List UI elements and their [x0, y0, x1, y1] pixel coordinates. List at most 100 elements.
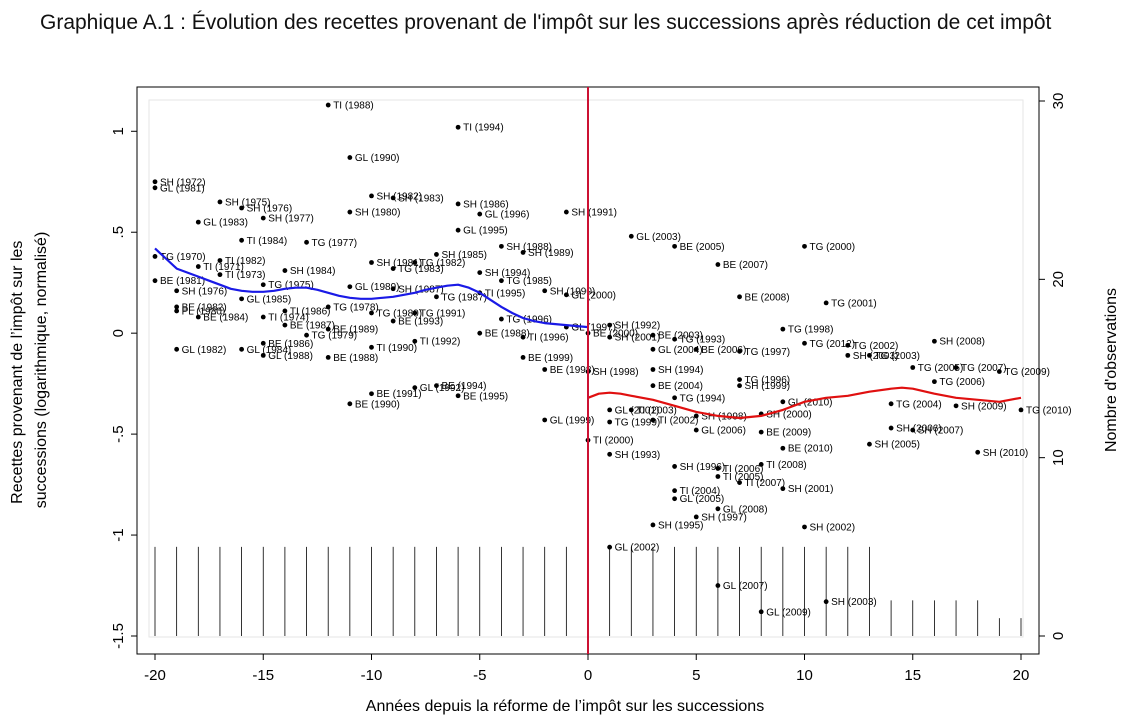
data-point-label: BE (2008) — [745, 292, 790, 303]
y-tick-label: -1.5 — [110, 623, 127, 649]
data-point — [758, 609, 764, 615]
data-point — [325, 354, 331, 360]
data-point-label: GL (1984) — [247, 345, 292, 356]
data-point-label: TI (2000) — [593, 436, 634, 447]
data-point-label: GL (2010) — [788, 397, 833, 408]
data-point-label: BE (1988) — [333, 353, 378, 364]
data-point — [672, 464, 677, 469]
data-point-label: TG (1991) — [420, 308, 466, 319]
data-point-label: SH (1996) — [680, 462, 726, 473]
data-point — [737, 377, 742, 383]
data-point — [563, 209, 569, 215]
data-point-label: TI (2003) — [636, 405, 677, 416]
data-point — [195, 314, 201, 320]
data-point-label: SH (2010) — [983, 448, 1029, 459]
data-point — [607, 419, 613, 425]
data-point-label: GL (2004) — [658, 345, 703, 356]
data-point — [975, 449, 981, 455]
y2-tick-label: 20 — [1050, 271, 1067, 288]
data-point — [174, 346, 180, 352]
data-point — [607, 407, 613, 413]
data-point — [953, 365, 959, 370]
data-point — [802, 243, 807, 249]
data-point-label: TG (1997) — [745, 347, 791, 358]
data-point — [542, 417, 548, 423]
data-point-label: SH (1983) — [398, 193, 444, 204]
x-axis-title: Années depuis la réforme de l’impôt sur … — [366, 698, 764, 715]
data-point-label: SH (1985) — [441, 250, 487, 261]
data-point — [607, 322, 613, 328]
data-point-label: TG (2009) — [1004, 367, 1050, 378]
data-point — [888, 425, 894, 431]
x-tick-label: 0 — [584, 667, 592, 684]
data-point — [390, 266, 396, 271]
data-point — [282, 322, 288, 328]
data-points: TI (1988)TI (1994)GL (1990)SH (1972)GL (… — [152, 101, 1072, 618]
x-tick-label: 15 — [904, 667, 921, 684]
data-point-label: TG (2004) — [896, 399, 942, 410]
data-point-label: TI (1990) — [377, 343, 418, 354]
data-point — [672, 336, 677, 342]
data-point-label: SH (1991) — [571, 208, 617, 219]
data-point-label: BE (1999) — [528, 353, 573, 364]
data-point — [455, 124, 461, 130]
data-point — [693, 413, 699, 419]
data-point — [715, 583, 721, 588]
data-point — [260, 340, 266, 346]
data-point — [780, 326, 786, 332]
data-point — [477, 211, 483, 217]
data-point-label: GL (2000) — [571, 290, 616, 301]
data-point — [650, 383, 656, 389]
data-point — [542, 288, 548, 294]
data-point — [628, 407, 634, 413]
y-tick-label: .5 — [110, 226, 127, 239]
data-point-label: SH (1976) — [247, 204, 293, 215]
data-point-label: TG (1975) — [268, 280, 314, 291]
data-point — [369, 391, 374, 397]
data-point — [304, 239, 309, 245]
data-point-label: SH (1994) — [658, 365, 704, 376]
data-point — [434, 294, 439, 300]
data-point — [737, 294, 742, 300]
data-point — [412, 385, 418, 391]
data-point — [195, 219, 201, 225]
data-point — [932, 379, 937, 385]
data-point-label: TG (1994) — [680, 393, 726, 404]
data-point-label: SH (2003) — [853, 351, 899, 362]
data-point — [650, 417, 656, 423]
data-point — [455, 201, 461, 207]
x-tick-label: 10 — [796, 667, 813, 684]
data-point-label: SH (1999) — [745, 381, 791, 392]
x-tick-label: 5 — [692, 667, 700, 684]
data-point-label: TG (2012) — [810, 339, 856, 350]
data-point-label: TI (1973) — [225, 270, 266, 281]
data-point-label: TG (2002) — [853, 341, 899, 352]
data-point-label: GL (1992) — [420, 383, 465, 394]
data-point-label: BE (1986) — [268, 339, 313, 350]
data-point-label: TG (2010) — [1026, 405, 1072, 416]
data-point — [737, 480, 742, 485]
data-point-label: TG (1983) — [398, 264, 444, 275]
data-point-label: GL (2006) — [701, 426, 746, 437]
data-point — [477, 270, 483, 276]
data-point-label: GL (2009) — [766, 607, 811, 618]
data-point-label: SH (2001) — [615, 333, 661, 344]
data-point — [693, 514, 699, 520]
data-point-label: SH (1987) — [398, 284, 444, 295]
data-point-label: TG (1980) — [377, 308, 423, 319]
data-point-label: TI (2008) — [766, 460, 807, 471]
data-point-label: TI (1986) — [290, 306, 331, 317]
data-point — [802, 340, 807, 346]
data-point-label: TI (1988) — [333, 101, 374, 112]
data-point-label: SH (2006) — [896, 424, 942, 435]
data-point — [152, 185, 158, 191]
data-point — [434, 383, 439, 389]
data-point — [260, 215, 266, 221]
data-point-label: SH (2008) — [939, 337, 985, 348]
data-point-label: BE (2004) — [658, 381, 703, 392]
data-point-label: GL (1983) — [203, 218, 248, 229]
y-axis-title: Recettes provenant de l’impôt sur les su… — [9, 232, 50, 509]
data-point-label: SH (1976) — [182, 286, 228, 297]
data-point — [152, 254, 158, 259]
data-point — [390, 318, 396, 324]
